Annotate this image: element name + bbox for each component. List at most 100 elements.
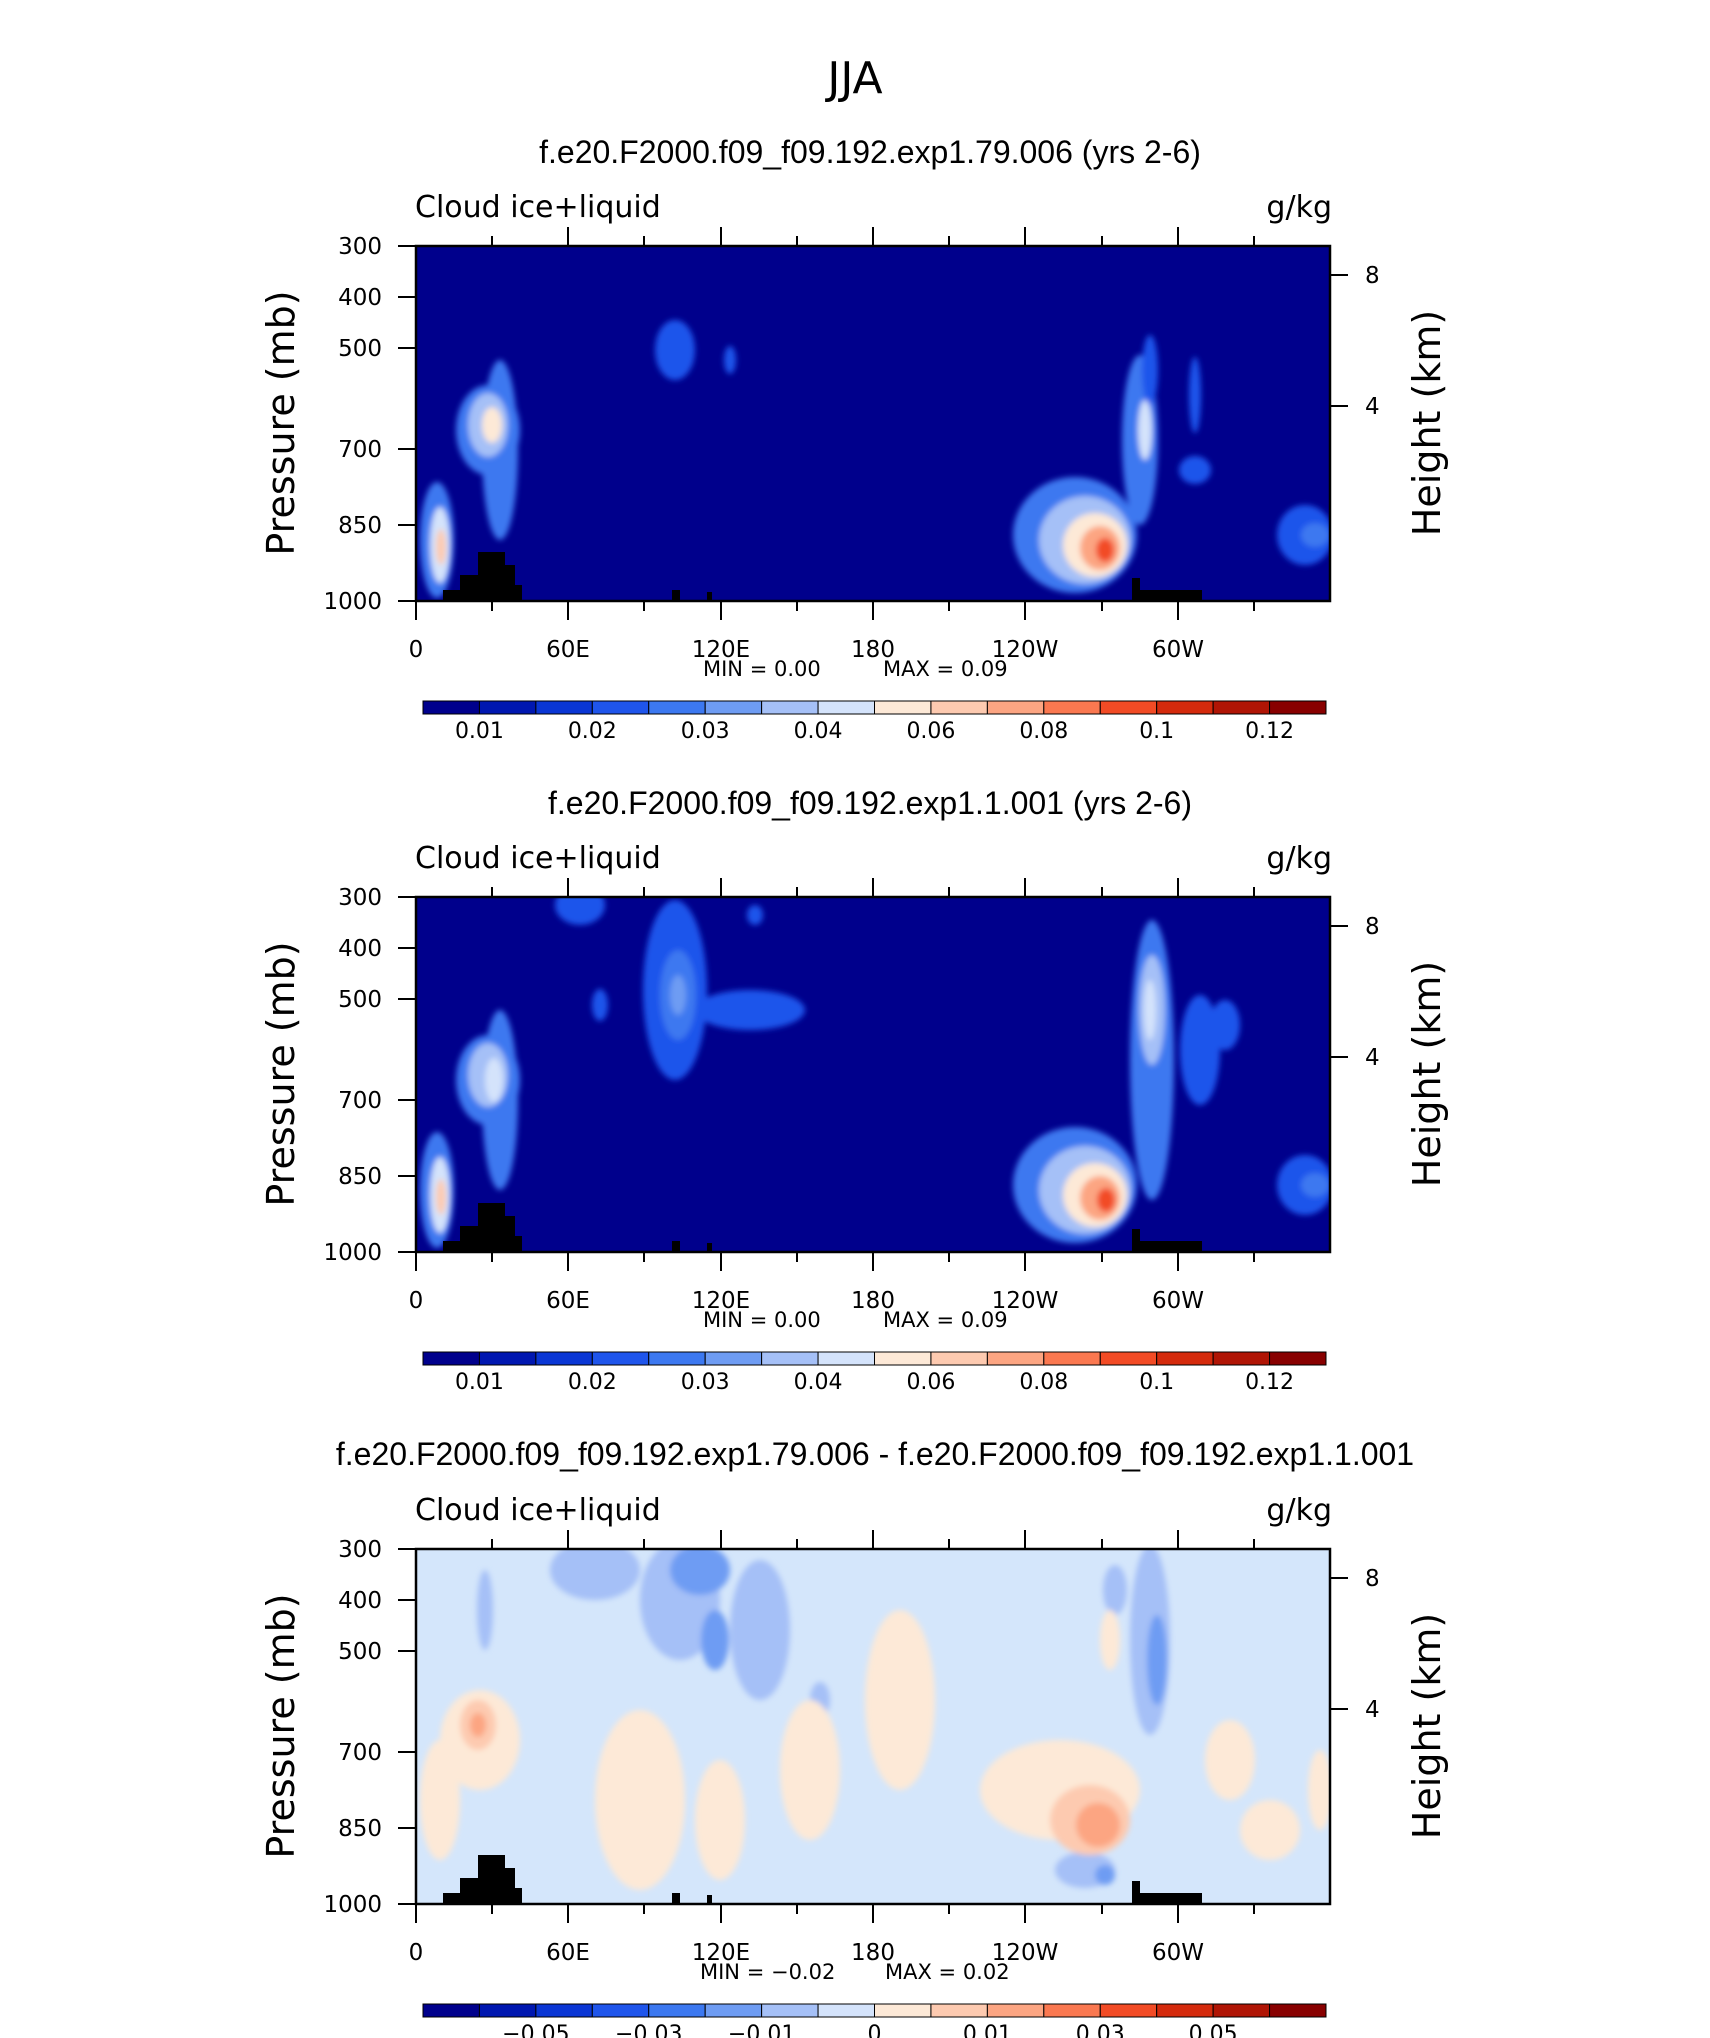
colorbar-box [648, 1351, 706, 1366]
colorbar-box [986, 1351, 1045, 1366]
x-tick-label: 180 [851, 1940, 895, 1966]
panel-0: f.e20.F2000.f09_f09.192.exp1.79.006 (yrs… [259, 134, 1449, 744]
colorbar-box [591, 700, 650, 715]
colorbar-box [1156, 2003, 1214, 2018]
y-tick-label: 300 [338, 1537, 382, 1563]
colorbar-box [1043, 1351, 1101, 1366]
colorbar-box [648, 700, 706, 715]
colorbar-label: 0.12 [1245, 1370, 1294, 1395]
colorbar-label: −0.01 [728, 2022, 795, 2038]
colorbar-box [761, 700, 819, 715]
colorbar-box [1212, 700, 1271, 715]
colorbar-label: 0.01 [963, 2022, 1012, 2038]
topography [443, 552, 522, 601]
y2-axis-label: Height (km) [1405, 310, 1449, 536]
colorbar-label: 0.05 [1189, 2022, 1238, 2038]
variable-label: Cloud ice+liquid [415, 1493, 661, 1528]
panel-title: f.e20.F2000.f09_f09.192.exp1.79.006 - f.… [336, 1436, 1414, 1472]
x-tick-label: 60E [546, 1288, 590, 1314]
colorbar-box [535, 1351, 593, 1366]
colorbar-label: 0.08 [1019, 719, 1068, 744]
y-tick-label: 850 [338, 1164, 382, 1190]
colorbar-box [1099, 700, 1158, 715]
min-text: MIN = −0.02 [700, 1960, 835, 1984]
x-tick-label: 60W [1152, 1288, 1204, 1314]
topography [707, 1895, 712, 1904]
colorbar-box [817, 1351, 875, 1366]
y-axis-label: Pressure (mb) [259, 1593, 303, 1858]
colorbar-box [930, 1351, 988, 1366]
y-tick-label: 1000 [323, 1892, 382, 1918]
colorbar-box [817, 2003, 875, 2018]
x-tick-label: 0 [409, 1940, 424, 1966]
y2-tick-label: 4 [1365, 394, 1380, 420]
x-tick-label: 0 [409, 637, 424, 663]
x-tick-label: 120E [692, 1288, 750, 1314]
colorbar-label: 0.02 [568, 719, 617, 744]
x-tick-label: 60W [1152, 637, 1204, 663]
x-axis-ticks: 0 60E 120E 180 120W 60W [409, 878, 1255, 1314]
colorbar-box [648, 2003, 706, 2018]
colorbar-label: 0.04 [794, 1370, 843, 1395]
y2-axis-label: Height (km) [1405, 1613, 1449, 1839]
units-label: g/kg [1266, 1493, 1332, 1528]
figure-title: JJA [824, 53, 882, 104]
max-text: MAX = 0.09 [883, 657, 1008, 681]
topography [672, 1241, 680, 1252]
colorbar-box [1269, 700, 1327, 715]
colorbar-label: 0.06 [906, 719, 955, 744]
x-tick-label: 60E [546, 637, 590, 663]
contour-fill [420, 320, 1330, 598]
colorbar-box [478, 1351, 537, 1366]
colorbar-box [930, 2003, 988, 2018]
y2-tick-label: 4 [1365, 1045, 1380, 1071]
y2-axis-ticks: 8 4 [1330, 914, 1380, 1071]
y-axis-ticks: 300 400 500 700 850 1000 [323, 885, 416, 1266]
y-tick-label: 1000 [323, 1240, 382, 1266]
colorbar-box [1212, 2003, 1271, 2018]
y-tick-label: 400 [338, 285, 382, 311]
x-tick-label: 120W [992, 1288, 1059, 1314]
y-axis-ticks: 300 400 500 700 850 1000 [323, 1537, 416, 1918]
colorbar: −0.05 −0.03 −0.01 0 0.01 0.03 0.05 [422, 2003, 1327, 2038]
colorbar-box [986, 2003, 1045, 2018]
colorbar-box [874, 2003, 932, 2018]
x-tick-label: 120E [692, 637, 750, 663]
colorbar-box [535, 700, 593, 715]
y-tick-label: 400 [338, 936, 382, 962]
y-tick-label: 300 [338, 885, 382, 911]
y-tick-label: 400 [338, 1588, 382, 1614]
x-tick-label: 180 [851, 1288, 895, 1314]
colorbar-box [535, 2003, 593, 2018]
colorbar-box [422, 1351, 480, 1366]
y-axis-ticks: 300 400 500 700 850 1000 [323, 234, 416, 615]
colorbar-label: 0.06 [906, 1370, 955, 1395]
max-text: MAX = 0.02 [885, 1960, 1010, 1984]
topography [707, 1243, 712, 1252]
colorbar-label: 0.01 [455, 1370, 504, 1395]
colorbar-box [1043, 700, 1101, 715]
units-label: g/kg [1266, 190, 1332, 225]
colorbar-box [704, 1351, 763, 1366]
topography [1132, 1881, 1202, 1904]
variable-label: Cloud ice+liquid [415, 841, 661, 876]
colorbar-box [1269, 2003, 1327, 2018]
colorbar-box [874, 700, 932, 715]
panel-title: f.e20.F2000.f09_f09.192.exp1.79.006 (yrs… [539, 134, 1201, 170]
colorbar-label: 0.01 [455, 719, 504, 744]
x-axis-ticks: 0 60E 120E 180 120W 60W [409, 1530, 1255, 1966]
y2-axis-ticks: 8 4 [1330, 1566, 1380, 1723]
topography [1132, 578, 1202, 601]
y-tick-label: 500 [338, 987, 382, 1013]
colorbar: 0.01 0.02 0.03 0.04 0.06 0.08 0.1 0.12 [422, 700, 1327, 744]
colorbar-box [986, 700, 1045, 715]
colorbar-label: −0.03 [615, 2022, 682, 2038]
y-tick-label: 700 [338, 1088, 382, 1114]
colorbar-box [704, 2003, 763, 2018]
x-tick-label: 0 [409, 1288, 424, 1314]
colorbar-label: 0.03 [1076, 2022, 1125, 2038]
y2-tick-label: 4 [1365, 1697, 1380, 1723]
colorbar-box [1156, 1351, 1214, 1366]
min-text: MIN = 0.00 [703, 657, 821, 681]
